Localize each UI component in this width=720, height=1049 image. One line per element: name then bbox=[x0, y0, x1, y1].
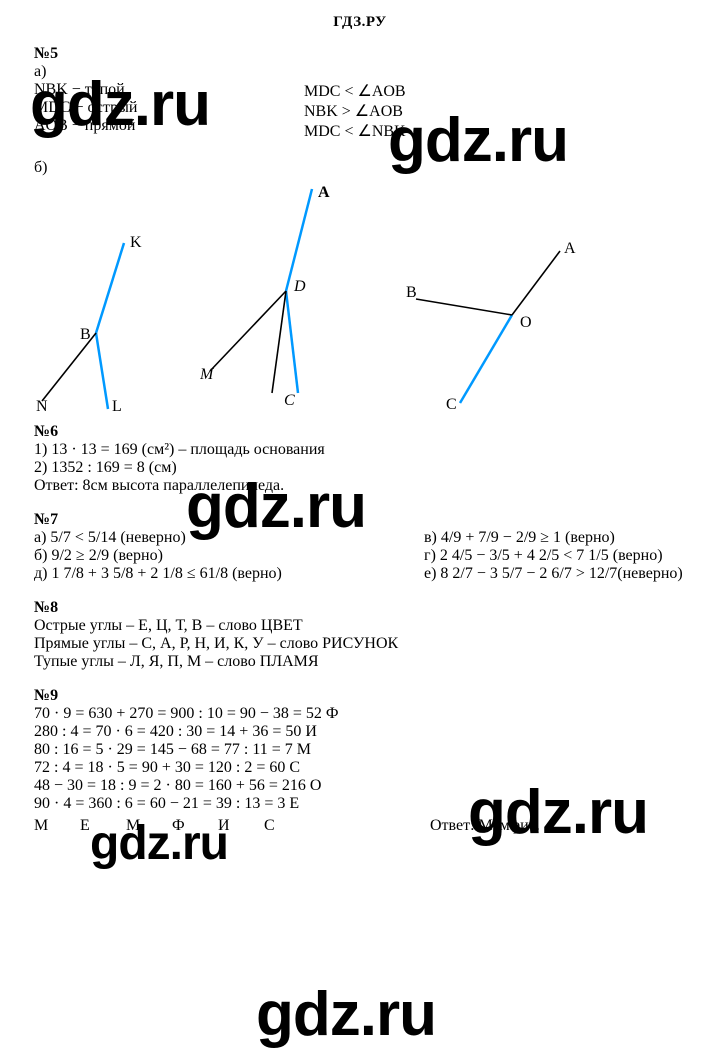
p7-title: №7 bbox=[34, 511, 686, 529]
p6-title: №6 bbox=[34, 423, 686, 441]
problem-8: №8 Острые углы – Е, Ц, Т, В – слово ЦВЕТ… bbox=[34, 599, 686, 671]
p6-ans: Ответ: 8см высота параллелепипеда. bbox=[34, 477, 686, 495]
problem-9: №9 70 · 9 = 630 + 270 = 900 : 10 = 90 − … bbox=[34, 687, 686, 835]
problem-7: №7 а) 5/7 < 5/14 (неверно) б) 9/2 ≥ 2/9 … bbox=[34, 511, 686, 583]
p9-letter-5: С bbox=[264, 817, 310, 835]
lbl-A3: A bbox=[564, 240, 576, 257]
p9-l4: 48 − 30 = 18 : 9 = 2 · 80 = 160 + 56 = 2… bbox=[34, 777, 686, 795]
p5-right-0: MDC < ∠AOB bbox=[304, 81, 686, 101]
p7-g: г) 2 4/5 − 3/5 + 4 2/5 < 7 1/5 (верно) bbox=[424, 547, 686, 565]
p7-b: б) 9/2 ≥ 2/9 (верно) bbox=[34, 547, 364, 565]
lbl-M: M bbox=[200, 366, 215, 383]
p5-title: №5 bbox=[34, 45, 686, 63]
p9-l3: 72 : 4 = 18 · 5 = 90 + 30 = 120 : 2 = 60… bbox=[34, 759, 686, 777]
watermark: gdz.ru bbox=[256, 984, 436, 1046]
lbl-O: O bbox=[520, 314, 532, 331]
lbl-A2: A bbox=[318, 184, 330, 201]
p9-ans: Ответ: Мемфис. bbox=[430, 817, 540, 835]
p9-letter-0: М bbox=[34, 817, 80, 835]
p6-l1: 1) 13 · 13 = 169 (см²) – площадь основан… bbox=[34, 441, 686, 459]
lbl-K: K bbox=[130, 234, 142, 251]
p5-left-1: MDC − острый bbox=[34, 99, 304, 117]
lbl-C3: C bbox=[446, 396, 457, 413]
page-header: ГДЗ.РУ bbox=[34, 14, 686, 31]
lbl-N: N bbox=[36, 398, 48, 413]
p9-letters: М Е М Ф И С Ответ: Мемфис. bbox=[34, 817, 686, 835]
p5-figures: K B N L A D M bbox=[34, 183, 686, 413]
lbl-D: D bbox=[293, 278, 306, 295]
p5-fig3: A B O C bbox=[396, 233, 586, 413]
p5-fig1: K B N L bbox=[34, 223, 184, 413]
p9-letter-2: М bbox=[126, 817, 172, 835]
p9-l0: 70 · 9 = 630 + 270 = 900 : 10 = 90 − 38 … bbox=[34, 705, 686, 723]
problem-6: №6 1) 13 · 13 = 169 (см²) – площадь осно… bbox=[34, 423, 686, 495]
lbl-L: L bbox=[112, 398, 122, 413]
p5-a-label: а) bbox=[34, 63, 686, 81]
p5-right-2: MDC < ∠NBK bbox=[304, 121, 686, 141]
p5-right-1: NBK > ∠AOB bbox=[304, 101, 686, 121]
p7-a: а) 5/7 < 5/14 (неверно) bbox=[34, 529, 364, 547]
lbl-C2: C bbox=[284, 392, 295, 409]
p5-fig2: A D M C bbox=[200, 183, 380, 413]
p9-letter-1: Е bbox=[80, 817, 126, 835]
lbl-B: B bbox=[80, 326, 91, 343]
p7-d: д) 1 7/8 + 3 5/8 + 2 1/8 ≤ 61/8 (верно) bbox=[34, 565, 364, 583]
p5-b-label: б) bbox=[34, 159, 686, 177]
p9-title: №9 bbox=[34, 687, 686, 705]
p7-v: в) 4/9 + 7/9 − 2/9 ≥ 1 (верно) bbox=[424, 529, 686, 547]
p9-letter-3: Ф bbox=[172, 817, 218, 835]
p6-l2: 2) 1352 : 169 = 8 (см) bbox=[34, 459, 686, 477]
problem-5: №5 а) NBK − тупой MDC − острый AOB − пря… bbox=[34, 45, 686, 413]
p9-l2: 80 : 16 = 5 · 29 = 145 − 68 = 77 : 11 = … bbox=[34, 741, 686, 759]
lbl-B3: B bbox=[406, 284, 417, 301]
p5-left-0: NBK − тупой bbox=[34, 81, 304, 99]
p7-e: е) 8 2/7 − 3 5/7 − 2 6/7 > 12/7(неверно) bbox=[424, 565, 686, 583]
p8-title: №8 bbox=[34, 599, 686, 617]
p8-l3: Тупые углы – Л, Я, П, М – слово ПЛАМЯ bbox=[34, 653, 686, 671]
p9-letter-4: И bbox=[218, 817, 264, 835]
p9-l1: 280 : 4 = 70 · 6 = 420 : 30 = 14 + 36 = … bbox=[34, 723, 686, 741]
p5-left-2: AOB − прямой bbox=[34, 117, 304, 135]
p8-l2: Прямые углы – С, А, Р, Н, И, К, У – слов… bbox=[34, 635, 686, 653]
p8-l1: Острые углы – Е, Ц, Т, В – слово ЦВЕТ bbox=[34, 617, 686, 635]
p9-l5: 90 · 4 = 360 : 6 = 60 − 21 = 39 : 13 = 3… bbox=[34, 795, 686, 813]
